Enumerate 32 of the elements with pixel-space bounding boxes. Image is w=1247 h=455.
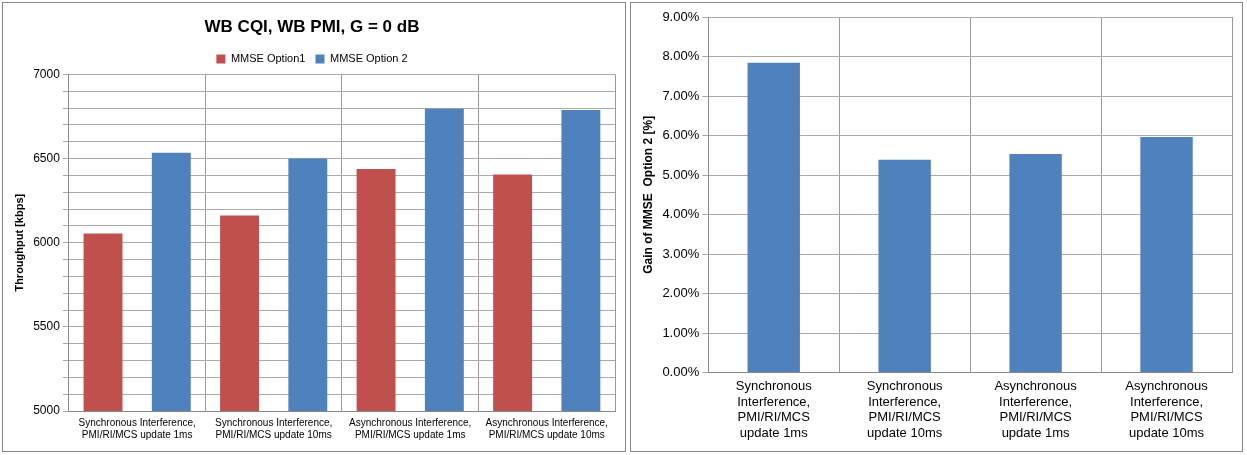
x-tick-label: Synchronous Interference, PMI/RI/MCS update 1ms xyxy=(78,416,196,440)
y-tick-label: 5.00% xyxy=(662,166,700,182)
y-tick-label: 1.00% xyxy=(662,324,700,340)
x-tick-label: Asynchronous Interference, PMI/RI/MCS update 10ms xyxy=(1125,377,1209,440)
x-tick-label: Synchronous Interference, PMI/RI/MCS update 1ms xyxy=(735,377,813,440)
y-tick-label: 2.00% xyxy=(662,285,700,301)
bar xyxy=(1140,137,1193,373)
y-tick-label: 4.00% xyxy=(662,206,700,222)
y-tick-label: 7.00% xyxy=(662,87,700,103)
legend-label: MMSE Option1 xyxy=(230,51,306,64)
y-tick-label: 7000 xyxy=(33,66,61,81)
x-tick-label: Synchronous Interference, PMI/RI/MCS update 10ms xyxy=(215,416,333,440)
bar xyxy=(747,62,800,373)
y-tick-label: 8.00% xyxy=(662,48,700,64)
legend-label: MMSE Option 2 xyxy=(329,51,408,64)
y-tick-label: 6000 xyxy=(33,235,61,250)
x-tick-label: Synchronous Interference, PMI/RI/MCS update 10ms xyxy=(866,377,944,440)
chart-title: WB CQI, WB PMI, G = 0 dB xyxy=(204,16,420,36)
y-tick-label: 5000 xyxy=(33,403,61,418)
x-tick-label: Asynchronous Interference, PMI/RI/MCS update 1ms xyxy=(994,377,1078,440)
x-tick-label: Asynchronous Interference, PMI/RI/MCS update 10ms xyxy=(485,416,608,440)
y-axis-title: Throughput [kbps] xyxy=(12,193,25,292)
x-tick-label: Asynchronous Interference, PMI/RI/MCS update 1ms xyxy=(349,416,472,440)
y-tick-label: 9.00% xyxy=(662,8,700,24)
y-tick-label: 6.00% xyxy=(662,127,700,143)
bar xyxy=(878,159,931,373)
y-tick-label: 5500 xyxy=(33,319,61,334)
bar xyxy=(1009,154,1062,373)
y-tick-label: 6500 xyxy=(33,150,61,165)
y-tick-label: 0.00% xyxy=(662,364,700,380)
y-axis-title: Gain of MMSE Option 2 [%] xyxy=(640,115,655,274)
y-tick-label: 3.00% xyxy=(662,245,700,261)
